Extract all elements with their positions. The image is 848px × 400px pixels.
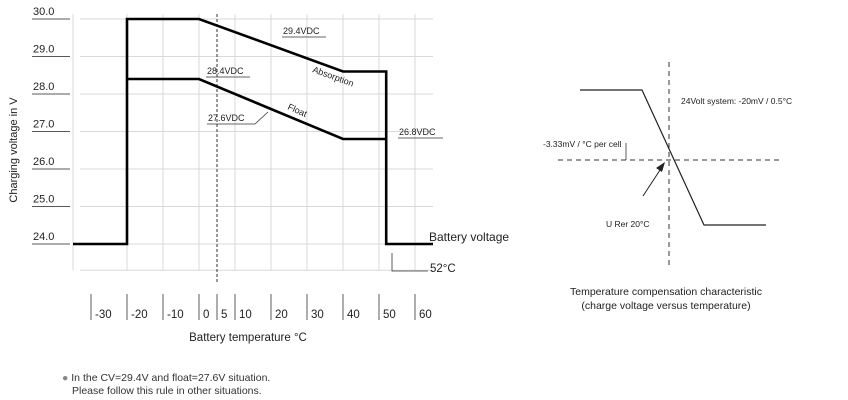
footnote: ● In the CV=29.4V and float=27.6V situat… — [62, 372, 270, 398]
chart-grid — [72, 14, 433, 271]
y-axis-label: Charging voltage in V — [8, 97, 20, 203]
y-tick-label: 28.0 — [33, 81, 54, 93]
leader-27-6vdc — [207, 111, 269, 125]
series-line-float — [127, 77, 387, 141]
x-tick-label: -30 — [95, 309, 112, 321]
x-tick-label: 60 — [419, 309, 432, 321]
x-tick-label: 10 — [239, 309, 252, 321]
y-tick-label: 29.0 — [33, 44, 54, 56]
label-battery-voltage: Battery voltage — [429, 230, 509, 244]
x-axis-ticks: -30 -20 -10 0 5 10 20 30 40 50 60 — [90, 294, 432, 321]
charging-voltage-chart: 24.025.026.027.028.029.030.0 -30 -20 -10 0 5… — [8, 6, 509, 344]
label-28-4vdc: 28.4VDC — [207, 66, 244, 76]
footnote-line-1: In the CV=29.4V and float=27.6V situatio… — [71, 372, 271, 384]
y-tick-label: 24.0 — [33, 231, 54, 243]
x-tick-label: 20 — [275, 309, 288, 321]
x-tick-label: -20 — [131, 309, 148, 321]
label-per-cell: -3.33mV / °C per cell — [543, 139, 622, 149]
label-27-6vdc: 27.6VDC — [208, 113, 245, 123]
label-26-8vdc: 26.8VDC — [399, 127, 436, 137]
x-tick-label: 30 — [311, 309, 324, 321]
y-tick-label: 25.0 — [33, 194, 54, 206]
footnote-line-2: Please follow this rule in other situati… — [72, 385, 262, 397]
label-52c: 52°C — [430, 263, 456, 275]
leader-52c — [391, 253, 428, 272]
footnote-bullet-icon: ● — [62, 372, 69, 384]
compensation-subtitle: (charge voltage versus temperature) — [581, 300, 750, 312]
compensation-title: Temperature compensation characteristic — [570, 286, 762, 298]
x-tick-label: 50 — [383, 309, 396, 321]
y-tick-label: 30.0 — [33, 6, 54, 18]
ref-point-arrow — [642, 166, 663, 197]
compensation-line — [580, 89, 766, 226]
label-29-4vdc: 29.4VDC — [283, 26, 320, 36]
label-u-ref: U Rer 20°C — [606, 219, 650, 229]
label-24v-system: 24Volt system: -20mV / 0.5°C — [681, 96, 792, 106]
x-axis-label: Battery temperature °C — [189, 332, 307, 344]
x-tick-label: 5 — [221, 309, 227, 321]
series-line-absorption — [73, 17, 433, 246]
series-layer — [73, 17, 433, 246]
x-tick-label: 0 — [203, 309, 209, 321]
y-tick-label: 27.0 — [33, 119, 54, 131]
x-tick-label: 40 — [347, 309, 360, 321]
y-tick-label: 26.0 — [33, 156, 54, 168]
y-axis-ticks: 24.0 25.0 26.0 27.0 28.0 29.0 30.0 — [32, 6, 70, 245]
temperature-compensation-diagram: 24Volt system: -20mV / 0.5°C -3.33mV / °… — [543, 62, 792, 312]
ref-point-arrowhead — [656, 162, 665, 172]
x-tick-label: -10 — [167, 309, 184, 321]
